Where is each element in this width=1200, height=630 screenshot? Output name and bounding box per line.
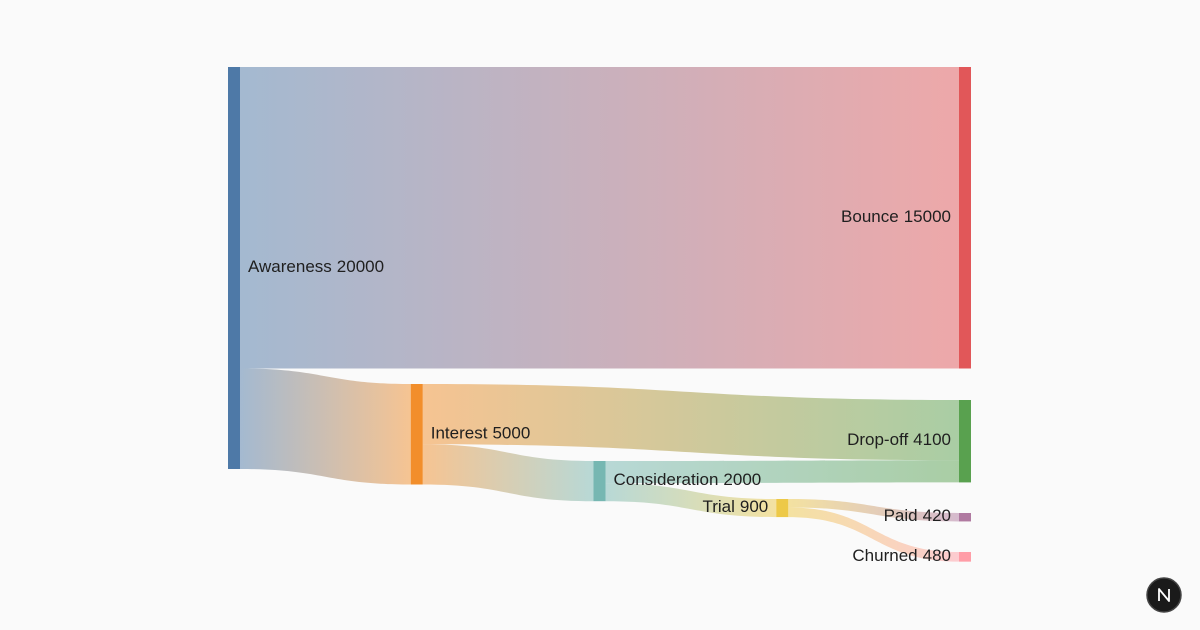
labels: Awareness 20000 Interest 5000 Consideration 2… [248,207,951,565]
node-label: Trial 900 [702,498,768,517]
node-value: 5000 [492,424,530,443]
node-name: Trial [702,498,734,517]
link [422,444,594,502]
node-name: Consideration [614,471,719,490]
link [788,499,959,522]
link [605,460,959,484]
node-name: Paid [884,507,918,526]
node [959,67,971,369]
node-label: Awareness 20000 [248,257,384,276]
link [240,67,959,369]
node [593,461,606,502]
node-value: 15000 [904,207,951,226]
node-value: 900 [740,498,768,517]
node-label: Paid 420 [884,507,951,526]
node-name: Interest [431,424,488,443]
dev-indicator[interactable] [1146,577,1182,613]
nodes [228,67,971,562]
node-name: Bounce [841,207,899,226]
node-value: 2000 [723,471,761,490]
node-label: Bounce 15000 [841,207,951,226]
node [228,67,240,469]
node-name: Drop-off [847,431,908,450]
node-value: 4100 [913,431,951,450]
link [422,384,959,461]
node-value: 420 [923,507,951,526]
node-label: Drop-off 4100 [847,431,951,450]
node [959,513,971,522]
node [776,499,789,518]
node-label: Consideration 2000 [614,471,762,490]
node-label: Interest 5000 [431,424,531,443]
node-value: 20000 [337,257,384,276]
link [240,368,411,485]
node-value: 480 [923,546,951,565]
link [788,507,959,562]
node-name: Churned [852,546,917,565]
node-label: Churned 480 [852,546,951,565]
link [605,483,777,518]
node-name: Awareness [248,257,332,276]
dev-indicator-logo [1158,588,1170,602]
node [959,552,971,562]
node [410,384,423,485]
links [240,67,959,562]
node [959,400,971,483]
